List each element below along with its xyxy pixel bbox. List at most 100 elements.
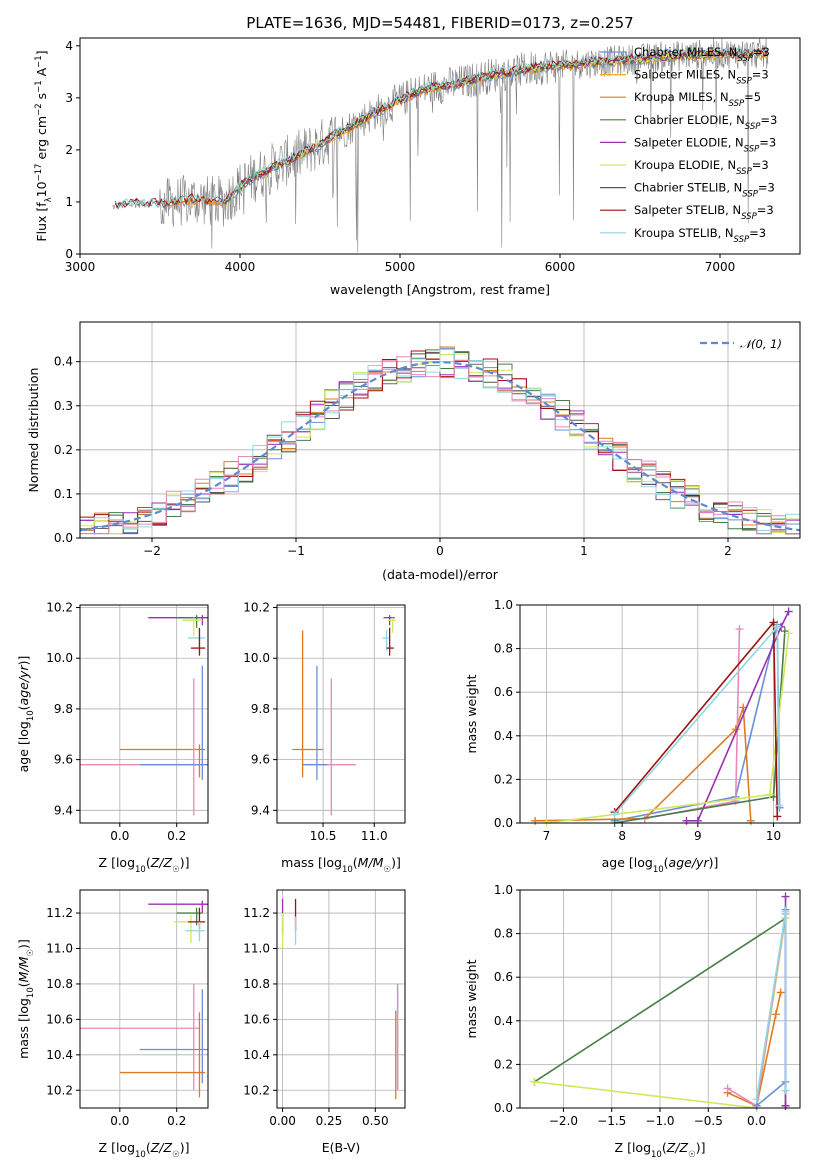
data-point [781, 907, 790, 916]
y-tick-label: 0.0 [494, 1101, 513, 1115]
y-tick-label: 0.2 [54, 443, 73, 457]
y-tick-label: 0.4 [54, 355, 73, 369]
y-tick-label: 1.0 [494, 883, 513, 897]
legend-label: 𝒩(0, 1) [740, 337, 782, 351]
y-tick-label: 0.3 [54, 399, 73, 413]
data-point [781, 892, 790, 901]
y-tick-label: 9.6 [251, 753, 270, 767]
y-tick-label: 0.6 [494, 970, 513, 984]
y-tick-label: 0.0 [494, 816, 513, 830]
x-tick-label: −2.0 [549, 1114, 578, 1128]
x-tick-label: 6000 [545, 260, 576, 274]
data-point [530, 1077, 539, 1086]
y-tick-label: 11.2 [46, 906, 73, 920]
y-tick-label: 0.4 [494, 729, 513, 743]
legend-label: Kroupa STELIB, NSSP=3 [634, 226, 766, 245]
data-point [610, 810, 619, 819]
series-line-salpeter_elodie [686, 611, 790, 822]
y-tick-label: 10.4 [46, 1048, 73, 1062]
data-point [773, 812, 782, 821]
x-tick-label: 0.2 [167, 1114, 186, 1128]
x-axis-label: wavelength [Angstrom, rest frame] [330, 282, 550, 297]
x-tick-label: 5000 [385, 260, 416, 274]
legend-label: Kroupa MILES, NSSP=5 [634, 90, 761, 109]
y-axis-label: Flux [fλ10−17 erg cm−2 s−1 A−1] [34, 50, 54, 241]
x-tick-label: 3000 [65, 260, 96, 274]
x-tick-label: 4000 [225, 260, 256, 274]
y-tick-label: 1.0 [494, 598, 513, 612]
data-point [723, 1084, 732, 1093]
y-tick-label: 0.1 [54, 487, 73, 501]
y-tick-label: 0 [65, 247, 73, 261]
x-axis-label: mass [log10(M/M☉)] [281, 855, 401, 875]
series-line-kroupa_stelib [755, 911, 787, 1100]
chart-2: 0.0 0.2 9.4 9.6 9.8 10.0 10.2 Z [log10(Z/Z☉)] ag… [16, 601, 209, 875]
y-tick-label: 0.0 [54, 531, 73, 545]
data-point [771, 1010, 780, 1019]
y-tick-label: 3 [65, 91, 73, 105]
y-tick-label: 0.4 [494, 1014, 513, 1028]
y-tick-label: 10.2 [243, 601, 270, 615]
chart-title: PLATE=1636, MJD=54481, FIBERID=0173, z=0… [246, 14, 633, 32]
data-point [735, 624, 744, 633]
data-point [774, 801, 783, 810]
y-axis-label: mass [log10(M/M☉)] [16, 939, 36, 1059]
y-tick-label: 11.0 [243, 941, 270, 955]
y-tick-label: 10.0 [243, 651, 270, 665]
x-axis-label: age [log10(age/yr)] [602, 855, 719, 875]
data-point [531, 816, 540, 825]
x-tick-label: 0.0 [110, 829, 129, 843]
data-point [769, 618, 778, 627]
legend-label: Chabrier MILES, NSSP=3 [634, 45, 770, 64]
axes-frame [79, 889, 209, 1109]
y-tick-label: 0.2 [494, 772, 513, 786]
x-tick-label: 0.00 [269, 1114, 296, 1128]
x-tick-label: 0.0 [110, 1114, 129, 1128]
x-tick-label: 0.50 [362, 1114, 389, 1128]
x-tick-label: 8 [618, 829, 626, 843]
y-tick-label: 0.2 [494, 1057, 513, 1071]
y-tick-label: 4 [65, 39, 73, 53]
x-tick-label: 0.2 [167, 829, 186, 843]
y-tick-label: 9.4 [251, 803, 270, 817]
x-tick-label: −1.0 [645, 1114, 674, 1128]
histogram-kroupa_stelib [80, 349, 800, 532]
x-tick-label: 2 [724, 544, 732, 558]
legend-label: Salpeter MILES, NSSP=3 [634, 68, 769, 87]
axes-frame [276, 604, 406, 824]
model-line-kroupa_stelib [114, 45, 769, 209]
chart-6: 0.00 0.25 0.50 10.2 10.4 10.6 10.8 11.0 11.2 E(B-… [243, 889, 406, 1155]
histogram-pink [80, 356, 800, 535]
chart-3: 10.5 11.0 9.4 9.6 9.8 10.0 10.2 mass [log10(M/M… [243, 601, 406, 875]
y-tick-label: 11.0 [46, 941, 73, 955]
chart-5: 0.0 0.2 10.2 10.4 10.6 10.8 11.0 11.2 Z [log10(Z… [16, 889, 209, 1160]
x-tick-label: 1 [580, 544, 588, 558]
y-axis-label: age [log10(age/yr)] [16, 656, 36, 773]
y-axis-label: mass weight [464, 959, 479, 1038]
x-tick-label: 0.25 [316, 1114, 343, 1128]
x-axis-label: (data-model)/error [382, 567, 499, 582]
axes-frame [79, 604, 209, 824]
x-axis-label: Z [log10(Z/Z☉)] [99, 855, 190, 875]
data-point [682, 816, 691, 825]
x-tick-label: 7000 [705, 260, 736, 274]
y-tick-label: 10.2 [46, 1083, 73, 1097]
chart-0: 3000 4000 5000 6000 7000 0 1 2 3 4 Chabrier MILES,… [34, 14, 801, 297]
data-point [752, 1095, 761, 1104]
legend-label: Salpeter STELIB, NSSP=3 [634, 203, 774, 222]
axes-frame [79, 321, 801, 539]
y-tick-label: 9.6 [54, 753, 73, 767]
y-tick-label: 9.8 [54, 702, 73, 716]
legend-label: Chabrier STELIB, NSSP=3 [634, 181, 775, 200]
y-tick-label: 9.8 [251, 702, 270, 716]
data-point [784, 607, 793, 616]
x-tick-label: −2 [143, 544, 161, 558]
y-axis-label: mass weight [464, 674, 479, 753]
y-axis-label: Normed distribution [26, 368, 41, 493]
y-tick-label: 10.8 [46, 977, 73, 991]
y-tick-label: 10.4 [243, 1048, 270, 1062]
x-axis-label: Z [log10(Z/Z☉)] [615, 1140, 706, 1160]
x-tick-label: −1 [287, 544, 305, 558]
x-axis-label: Z [log10(Z/Z☉)] [99, 1140, 190, 1160]
